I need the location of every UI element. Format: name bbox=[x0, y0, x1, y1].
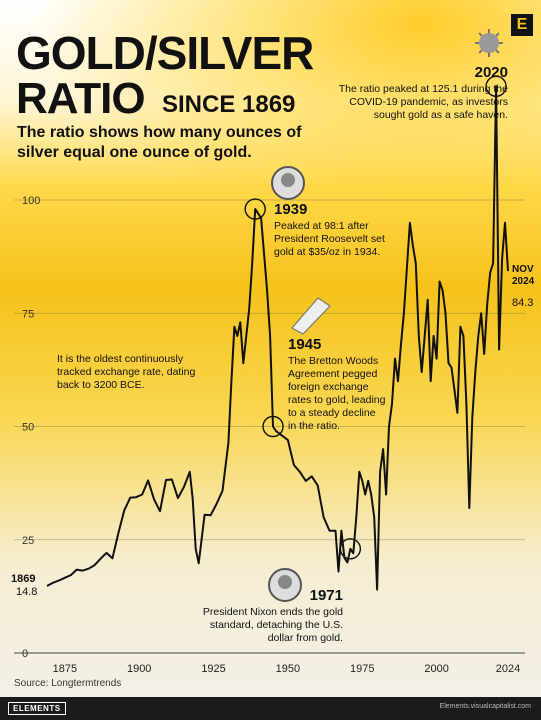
annotation-2020-text: COVID-19 pandemic, as investors bbox=[349, 96, 508, 108]
annotation-2020-text: The ratio peaked at 125.1 during the bbox=[339, 83, 508, 95]
x-tick-label: 1975 bbox=[350, 663, 374, 675]
start-value-label: 14.8 bbox=[16, 586, 37, 598]
annotation-1945-text: The Bretton Woods bbox=[288, 355, 378, 367]
y-tick-label: 100 bbox=[22, 195, 40, 207]
virus-icon bbox=[475, 29, 503, 57]
x-tick-label: 1925 bbox=[201, 663, 225, 675]
footer-bar: ELEMENTS Elements.visualcapitalist.com bbox=[0, 697, 541, 720]
annotation-2020-year: 2020 bbox=[475, 64, 508, 81]
x-tick-label: 1950 bbox=[276, 663, 300, 675]
annotation-2020-text: sought gold as a safe haven. bbox=[374, 109, 508, 121]
annotation-oldest-text: It is the oldest continuously bbox=[57, 353, 184, 365]
peak-2020-marker bbox=[485, 75, 507, 97]
annotation-1971-year: 1971 bbox=[310, 587, 343, 604]
elements-brand-badge: E bbox=[511, 14, 533, 36]
title-since: SINCE 1869 bbox=[162, 91, 296, 118]
nixon-1971-marker bbox=[339, 538, 362, 560]
annotation-oldest-text: back to 3200 BCE. bbox=[57, 379, 145, 391]
start-year-label: 1869 bbox=[11, 573, 35, 585]
y-tick-label: 25 bbox=[22, 535, 34, 547]
source-note: Source: Longtermtrends bbox=[14, 678, 122, 689]
y-tick-label: 75 bbox=[22, 308, 34, 320]
annotation-oldest-text: tracked exchange rate, dating bbox=[57, 366, 196, 378]
end-value-label: 84.3 bbox=[512, 297, 533, 309]
y-tick-label: 0 bbox=[22, 648, 28, 660]
annotation-1945-text: to a steady decline bbox=[288, 407, 376, 419]
roosevelt-portrait-head bbox=[281, 173, 295, 187]
end-month-label: NOV bbox=[512, 264, 534, 275]
annotation-1971-text: standard, detaching the U.S. bbox=[210, 619, 343, 631]
annotation-1971-text: President Nixon ends the gold bbox=[203, 606, 343, 618]
annotation-1945-text: foreign exchange bbox=[288, 381, 369, 393]
end-year-label: 2024 bbox=[512, 276, 535, 287]
annotation-1945-text: Agreement pegged bbox=[288, 368, 377, 380]
handshake-icon bbox=[291, 297, 331, 335]
annotation-1939-text: President Roosevelt set bbox=[274, 233, 385, 245]
peak-1939-marker bbox=[244, 198, 266, 220]
y-tick-label: 50 bbox=[22, 422, 34, 434]
elements-logo: ELEMENTS bbox=[8, 702, 66, 715]
ratio-series-line bbox=[46, 85, 509, 591]
nixon-portrait-head bbox=[278, 575, 292, 589]
annotation-1971-text: dollar from gold. bbox=[268, 632, 343, 644]
x-tick-label: 2024 bbox=[496, 663, 520, 675]
title-line-1: GOLD/SILVER bbox=[16, 27, 314, 79]
x-tick-label: 2000 bbox=[424, 663, 448, 675]
title-line-2: RATIO bbox=[16, 74, 146, 123]
annotation-1945-year: 1945 bbox=[288, 336, 321, 353]
annotation-1939-text: gold at $35/oz in 1934. bbox=[274, 246, 380, 258]
footer-url: Elements.visualcapitalist.com bbox=[439, 703, 531, 710]
bretton-woods-1945-marker bbox=[262, 415, 284, 438]
x-tick-label: 1875 bbox=[53, 663, 77, 675]
subtitle: The ratio shows how many ounces of silve… bbox=[17, 124, 302, 161]
annotation-1945-text: rates to gold, leading bbox=[288, 394, 386, 406]
annotation-1945-text: in the ratio. bbox=[288, 420, 340, 432]
annotation-1939-text: Peaked at 98:1 after bbox=[274, 220, 369, 232]
annotation-1939-year: 1939 bbox=[274, 201, 307, 218]
x-tick-label: 1900 bbox=[127, 663, 151, 675]
